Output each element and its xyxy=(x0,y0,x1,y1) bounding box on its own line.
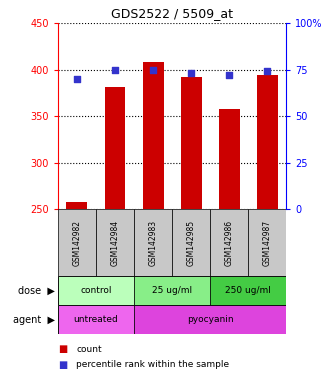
Text: pyocyanin: pyocyanin xyxy=(187,315,233,324)
Bar xyxy=(210,276,286,305)
Title: GDS2522 / 5509_at: GDS2522 / 5509_at xyxy=(111,7,233,20)
Text: 25 ug/ml: 25 ug/ml xyxy=(152,286,192,295)
Text: percentile rank within the sample: percentile rank within the sample xyxy=(76,360,229,369)
Text: count: count xyxy=(76,345,102,354)
Text: ■: ■ xyxy=(58,360,67,370)
Bar xyxy=(143,62,164,209)
Bar xyxy=(248,209,286,276)
Text: ■: ■ xyxy=(58,344,67,354)
Text: GSM142987: GSM142987 xyxy=(263,220,272,266)
Point xyxy=(188,70,194,76)
Text: GSM142985: GSM142985 xyxy=(187,220,196,266)
Bar xyxy=(172,209,210,276)
Text: control: control xyxy=(80,286,112,295)
Bar xyxy=(67,202,87,209)
Bar xyxy=(58,209,96,276)
Point xyxy=(226,72,232,78)
Text: untreated: untreated xyxy=(73,315,118,324)
Bar xyxy=(105,87,125,209)
Text: GSM142984: GSM142984 xyxy=(111,220,119,266)
Bar xyxy=(134,305,286,334)
Point xyxy=(264,68,270,74)
Bar xyxy=(210,209,248,276)
Bar xyxy=(58,305,134,334)
Point xyxy=(112,66,118,73)
Text: GSM142982: GSM142982 xyxy=(72,220,81,266)
Text: GSM142983: GSM142983 xyxy=(149,220,158,266)
Text: dose  ▶: dose ▶ xyxy=(18,286,55,296)
Text: 250 ug/ml: 250 ug/ml xyxy=(225,286,271,295)
Bar xyxy=(181,77,202,209)
Bar xyxy=(96,209,134,276)
Bar xyxy=(257,75,278,209)
Bar xyxy=(219,109,240,209)
Bar xyxy=(58,276,134,305)
Bar xyxy=(134,276,210,305)
Bar xyxy=(134,209,172,276)
Text: GSM142986: GSM142986 xyxy=(225,220,234,266)
Point xyxy=(150,66,156,73)
Point xyxy=(74,76,79,82)
Text: agent  ▶: agent ▶ xyxy=(13,314,55,325)
